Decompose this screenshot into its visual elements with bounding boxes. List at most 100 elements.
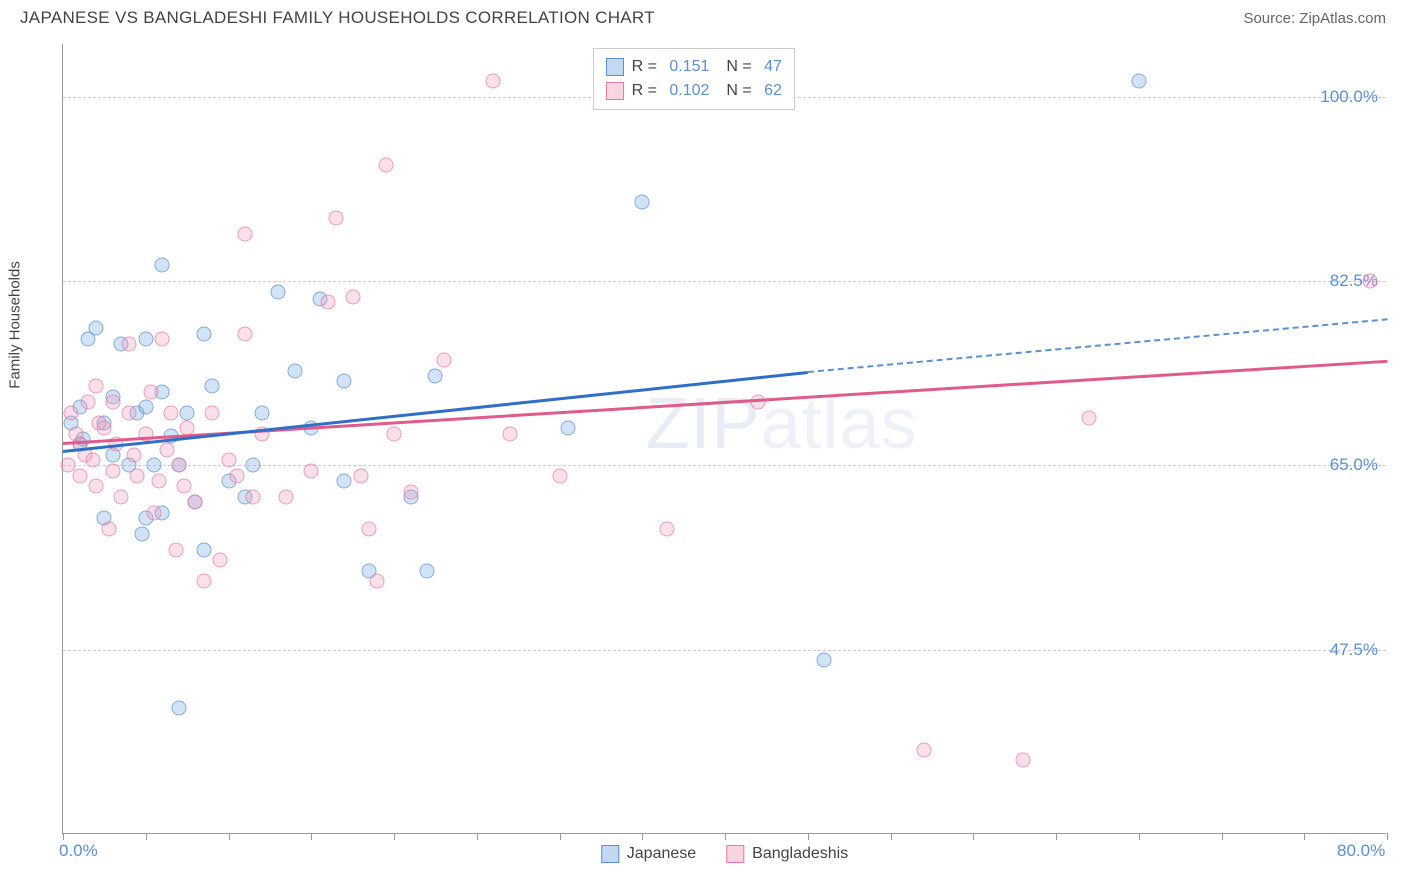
data-point (155, 331, 170, 346)
data-point (1015, 753, 1030, 768)
x-tick (63, 833, 64, 840)
data-point (254, 405, 269, 420)
data-point (168, 542, 183, 557)
data-point (238, 226, 253, 241)
x-tick-label: 80.0% (1337, 841, 1385, 861)
x-tick (1056, 833, 1057, 840)
x-tick (311, 833, 312, 840)
legend-swatch (726, 845, 744, 863)
watermark: ZIPatlas (646, 383, 918, 465)
data-point (279, 489, 294, 504)
data-point (122, 405, 137, 420)
data-point (138, 400, 153, 415)
data-point (1131, 73, 1146, 88)
data-point (362, 521, 377, 536)
data-point (329, 210, 344, 225)
x-tick (725, 833, 726, 840)
data-point (660, 521, 675, 536)
data-point (204, 405, 219, 420)
data-point (102, 521, 117, 536)
data-point (635, 195, 650, 210)
x-tick (394, 833, 395, 840)
data-point (151, 474, 166, 489)
x-tick (146, 833, 147, 840)
y-axis-label: Family Households (7, 261, 24, 389)
legend-swatch (606, 82, 624, 100)
legend-r-label: R = (632, 55, 662, 79)
data-point (345, 289, 360, 304)
data-point (85, 453, 100, 468)
data-point (171, 700, 186, 715)
data-point (196, 574, 211, 589)
source-label: Source: ZipAtlas.com (1243, 10, 1386, 27)
data-point (89, 379, 104, 394)
plot-area: 47.5%65.0%82.5%100.0%0.0%80.0%ZIPatlasR … (62, 44, 1386, 834)
data-point (204, 379, 219, 394)
x-tick (1222, 833, 1223, 840)
legend-series-label: Bangladeshis (752, 845, 848, 863)
data-point (143, 384, 158, 399)
data-point (229, 468, 244, 483)
x-tick (477, 833, 478, 840)
x-tick (891, 833, 892, 840)
data-point (97, 421, 112, 436)
data-point (80, 395, 95, 410)
x-tick (973, 833, 974, 840)
legend-r-value: 0.151 (669, 55, 709, 79)
data-point (552, 468, 567, 483)
x-tick (1387, 833, 1388, 840)
trend-line (63, 360, 1387, 445)
legend-r-value: 0.102 (669, 79, 709, 103)
data-point (160, 442, 175, 457)
legend-stats: R = 0.151 N = 47R = 0.102 N = 62 (593, 48, 795, 110)
data-point (337, 374, 352, 389)
data-point (370, 574, 385, 589)
data-point (246, 458, 261, 473)
x-tick (642, 833, 643, 840)
data-point (403, 484, 418, 499)
legend-n-value: 62 (764, 79, 782, 103)
y-tick-label: 47.5% (1330, 640, 1378, 660)
data-point (238, 326, 253, 341)
x-tick (1139, 833, 1140, 840)
data-point (147, 505, 162, 520)
data-point (89, 479, 104, 494)
data-point (246, 489, 261, 504)
legend-n-value: 47 (764, 55, 782, 79)
data-point (436, 353, 451, 368)
data-point (213, 553, 228, 568)
x-tick (1304, 833, 1305, 840)
data-point (287, 363, 302, 378)
data-point (155, 258, 170, 273)
legend-series: JapaneseBangladeshis (601, 845, 848, 863)
y-tick-label: 65.0% (1330, 455, 1378, 475)
data-point (271, 284, 286, 299)
data-point (130, 468, 145, 483)
grid-line (63, 650, 1386, 651)
grid-line (63, 465, 1386, 466)
data-point (420, 563, 435, 578)
data-point (113, 489, 128, 504)
data-point (221, 453, 236, 468)
legend-r-label: R = (632, 79, 662, 103)
data-point (135, 526, 150, 541)
data-point (378, 158, 393, 173)
data-point (72, 468, 87, 483)
data-point (320, 295, 335, 310)
x-tick (560, 833, 561, 840)
x-tick (808, 833, 809, 840)
data-point (105, 395, 120, 410)
data-point (176, 479, 191, 494)
chart-container: Family Households 47.5%65.0%82.5%100.0%0… (20, 44, 1386, 844)
data-point (387, 426, 402, 441)
data-point (89, 321, 104, 336)
data-point (105, 463, 120, 478)
data-point (1363, 274, 1378, 289)
data-point (428, 368, 443, 383)
y-tick-label: 100.0% (1320, 87, 1378, 107)
data-point (171, 458, 186, 473)
legend-n-label: N = (717, 79, 756, 103)
data-point (138, 331, 153, 346)
x-tick (229, 833, 230, 840)
x-tick-label: 0.0% (59, 841, 98, 861)
